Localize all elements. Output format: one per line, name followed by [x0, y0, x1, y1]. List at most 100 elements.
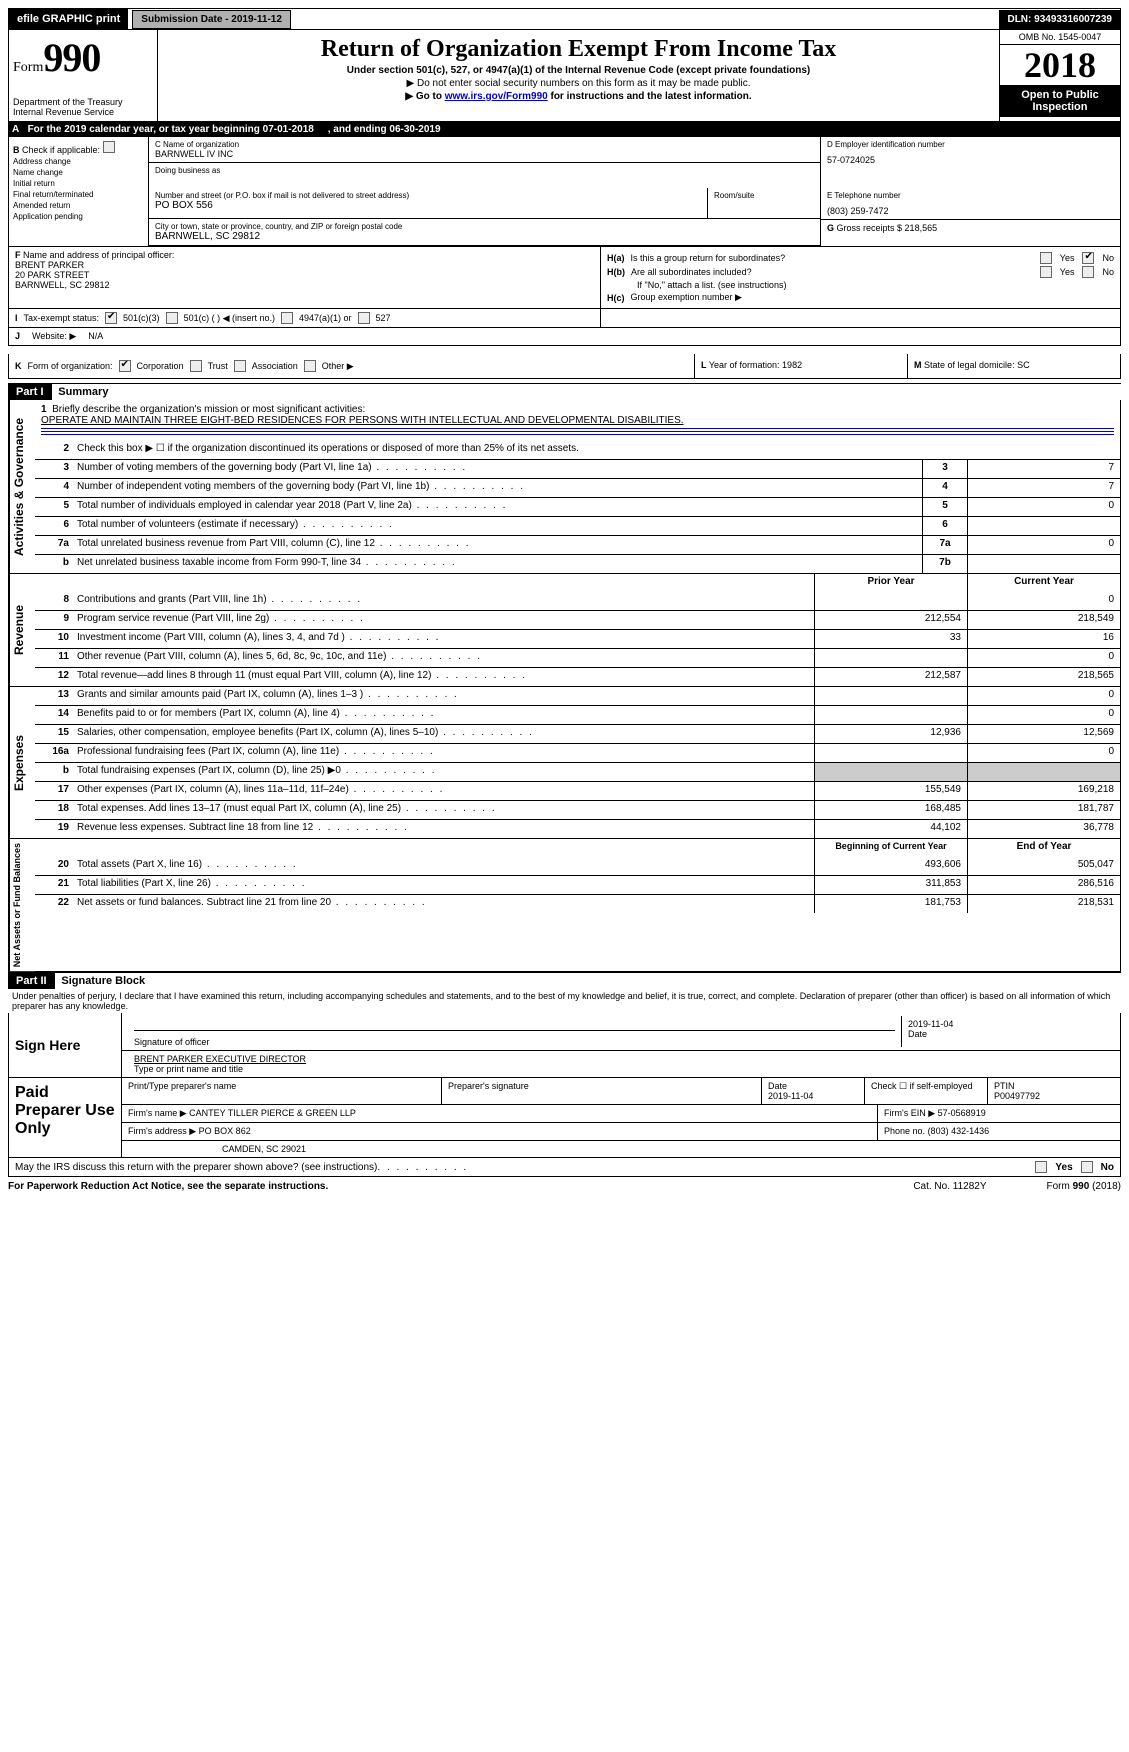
4947-checkbox[interactable]	[281, 312, 293, 324]
ha-no-checkbox[interactable]	[1082, 252, 1094, 264]
dln: DLN: 93493316007239	[999, 10, 1120, 29]
box-c-name: C Name of organization BARNWELL IV INC D…	[149, 137, 820, 188]
dba-label: Doing business as	[155, 166, 814, 175]
gov-line: 2Check this box ▶ ☐ if the organization …	[35, 441, 1120, 459]
trust-checkbox[interactable]	[190, 360, 202, 372]
box-l: L Year of formation: 1982	[694, 354, 907, 378]
dept-irs: Internal Revenue Service	[13, 107, 153, 117]
firm-name-row: Firm's name ▶ CANTEY TILLER PIERCE & GRE…	[122, 1105, 1120, 1123]
data-line: 15Salaries, other compensation, employee…	[35, 724, 1120, 743]
form-header: Form990 Department of the Treasury Inter…	[8, 30, 1121, 122]
mission-block: 1 Briefly describe the organization's mi…	[35, 400, 1120, 441]
preparer-header-row: Print/Type preparer's name Preparer's si…	[122, 1078, 1120, 1105]
officer-city: BARNWELL, SC 29812	[15, 280, 110, 290]
data-line: 18Total expenses. Add lines 13–17 (must …	[35, 800, 1120, 819]
data-line: 20Total assets (Part X, line 16)493,6065…	[35, 857, 1120, 875]
box-h: H(a) Is this a group return for subordin…	[600, 247, 1120, 308]
phone-label: E Telephone number	[827, 191, 1114, 200]
data-line: 8Contributions and grants (Part VIII, li…	[35, 592, 1120, 610]
activities-governance-section: Activities & Governance 1 Briefly descri…	[8, 400, 1121, 574]
data-line: 16aProfessional fundraising fees (Part I…	[35, 743, 1120, 762]
officer-name: BRENT PARKER	[15, 260, 84, 270]
irs-link[interactable]: www.irs.gov/Form990	[445, 91, 548, 102]
subtitle-1: Under section 501(c), 527, or 4947(a)(1)…	[166, 65, 991, 76]
mission-rule	[41, 428, 1114, 429]
gov-line: 3Number of voting members of the governi…	[35, 459, 1120, 478]
street-value: PO BOX 556	[155, 200, 701, 211]
hb-no-checkbox[interactable]	[1082, 266, 1094, 278]
corp-checkbox[interactable]	[119, 360, 131, 372]
hb-note: If "No," attach a list. (see instruction…	[607, 280, 1114, 290]
page-footer: For Paperwork Reduction Act Notice, see …	[8, 1177, 1121, 1196]
subtitle-3: ▶ Go to www.irs.gov/Form990 for instruct…	[166, 91, 991, 102]
sign-here-label: Sign Here	[9, 1013, 121, 1077]
city-value: BARNWELL, SC 29812	[155, 231, 814, 242]
open-to-public: Open to Public Inspection	[1000, 85, 1120, 117]
header-left: Form990 Department of the Treasury Inter…	[9, 30, 158, 121]
street-label: Number and street (or P.O. box if mail i…	[155, 191, 701, 200]
omb-number: OMB No. 1545-0047	[1000, 30, 1120, 45]
entity-info-grid: B Check if applicable: Address changeNam…	[8, 137, 1121, 247]
paid-preparer-label: Paid Preparer Use Only	[9, 1078, 121, 1157]
row-a: A For the 2019 calendar year, or tax yea…	[8, 122, 1121, 137]
sig-typed-label: Type or print name and title	[128, 1064, 243, 1074]
527-checkbox[interactable]	[358, 312, 370, 324]
501c-checkbox[interactable]	[166, 312, 178, 324]
footer-catno: Cat. No. 11282Y	[913, 1181, 986, 1192]
sidebar-governance: Activities & Governance	[9, 400, 35, 573]
balance-header: Beginning of Current Year End of Year	[35, 839, 1120, 857]
sidebar-balances: Net Assets or Fund Balances	[9, 839, 35, 971]
data-line: bTotal fundraising expenses (Part IX, co…	[35, 762, 1120, 781]
box-b: B Check if applicable: Address changeNam…	[9, 137, 149, 246]
box-f: F Name and address of principal officer:…	[9, 247, 600, 308]
sidebar-revenue: Revenue	[9, 574, 35, 686]
boxb-item: Address change	[13, 157, 144, 166]
assoc-checkbox[interactable]	[234, 360, 246, 372]
org-name-label: C Name of organization	[155, 140, 814, 149]
sig-officer-label: Signature of officer	[128, 1037, 209, 1047]
org-name: BARNWELL IV INC	[155, 149, 814, 159]
officer-street: 20 PARK STREET	[15, 270, 89, 280]
other-checkbox[interactable]	[304, 360, 316, 372]
form-title: Return of Organization Exempt From Incom…	[166, 36, 991, 63]
boxb-item: Initial return	[13, 179, 144, 188]
signature-block: Sign Here Signature of officer 2019-11-0…	[8, 1013, 1121, 1078]
box-g: G Gross receipts $ 218,565	[820, 219, 1120, 246]
501c3-checkbox[interactable]	[105, 312, 117, 324]
website-value: N/A	[88, 331, 103, 342]
gov-line: bNet unrelated business taxable income f…	[35, 554, 1120, 573]
row-f-h: F Name and address of principal officer:…	[8, 247, 1121, 309]
discuss-no-checkbox[interactable]	[1081, 1161, 1093, 1173]
row-k-l-m: K Form of organization: Corporation Trus…	[8, 354, 1121, 379]
boxb-item: Application pending	[13, 212, 144, 221]
boxb-item: Amended return	[13, 201, 144, 210]
boxb-item: Final return/terminated	[13, 190, 144, 199]
perjury-statement: Under penalties of perjury, I declare th…	[8, 989, 1121, 1013]
box-c-street: Number and street (or P.O. box if mail i…	[149, 188, 820, 219]
form-number: Form990	[13, 34, 153, 81]
checkbox-icon[interactable]	[103, 141, 115, 153]
firm-city-row: CAMDEN, SC 29021	[122, 1141, 1120, 1157]
paid-preparer-block: Paid Preparer Use Only Print/Type prepar…	[8, 1078, 1121, 1158]
data-line: 12Total revenue—add lines 8 through 11 (…	[35, 667, 1120, 686]
row-i: I Tax-exempt status: 501(c)(3) 501(c) ( …	[8, 309, 1121, 328]
sig-typed-name: BRENT PARKER EXECUTIVE DIRECTOR	[128, 1054, 1114, 1064]
discuss-yes-checkbox[interactable]	[1035, 1161, 1047, 1173]
discuss-row: May the IRS discuss this return with the…	[8, 1158, 1121, 1177]
hb-yes-checkbox[interactable]	[1040, 266, 1052, 278]
data-line: 11Other revenue (Part VIII, column (A), …	[35, 648, 1120, 667]
part-2-header: Part II Signature Block	[8, 972, 1121, 989]
subtitle-2: ▶ Do not enter social security numbers o…	[166, 78, 991, 89]
ha-yes-checkbox[interactable]	[1040, 252, 1052, 264]
gov-line: 6Total number of volunteers (estimate if…	[35, 516, 1120, 535]
phone-value: (803) 259-7472	[827, 206, 1114, 216]
dept-treasury: Department of the Treasury	[13, 97, 153, 107]
header-center: Return of Organization Exempt From Incom…	[158, 30, 999, 121]
data-line: 10Investment income (Part VIII, column (…	[35, 629, 1120, 648]
box-k: K Form of organization: Corporation Trus…	[9, 354, 694, 378]
sig-date-label: Date	[908, 1029, 927, 1039]
box-e: E Telephone number (803) 259-7472	[820, 188, 1120, 219]
data-line: 21Total liabilities (Part X, line 26)311…	[35, 875, 1120, 894]
room-label: Room/suite	[714, 191, 814, 200]
data-line: 14Benefits paid to or for members (Part …	[35, 705, 1120, 724]
